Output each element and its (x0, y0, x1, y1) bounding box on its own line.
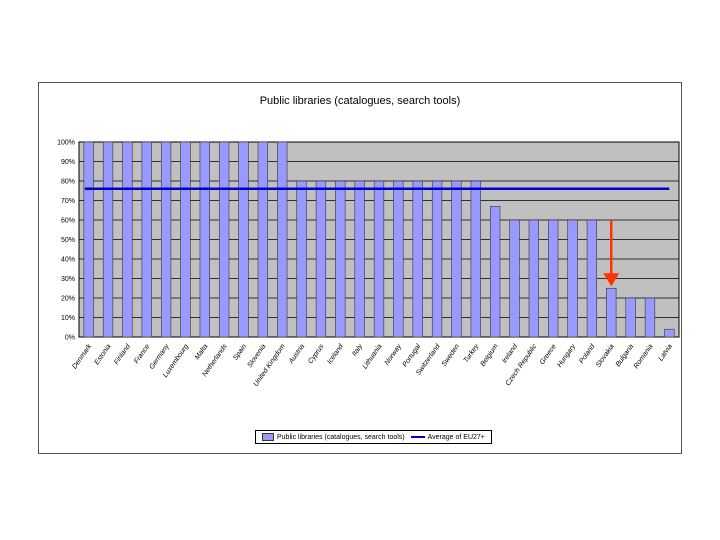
x-tick-label: Finland (113, 342, 133, 366)
x-tick-label: Italy (351, 343, 364, 358)
x-tick-label: Slovenia (246, 343, 267, 369)
legend-bar-swatch (262, 433, 274, 441)
x-tick-label: Greece (539, 343, 558, 366)
x-tick-label: Iceland (326, 342, 345, 365)
chart-canvas: 0% 10% 20% 30% 40% 50% 60% 70% 80% 90% 100% Denmar… (57, 140, 680, 388)
bar (315, 180, 327, 338)
bar (393, 180, 404, 338)
y-tick-label: 30% (61, 276, 75, 283)
highlight-arrow-group (603, 220, 620, 287)
bar (644, 297, 656, 338)
chart-frame: Public libraries (catalogues, search too… (38, 82, 682, 454)
bar (625, 297, 636, 338)
x-tick-label: France (133, 343, 151, 365)
x-tick-label: Poland (578, 342, 597, 365)
y-axis-ticks: 0% 10% 20% 30% 40% 50% 60% 70% 80% 90% 100% (57, 140, 75, 342)
x-tick-label: Portugal (402, 343, 423, 369)
x-tick-label: Norway (384, 343, 404, 367)
bar (219, 141, 230, 338)
x-tick-label: Belgium (480, 343, 500, 368)
x-tick-label: Hungary (556, 343, 577, 369)
legend-item-average: Average of EU27+ (410, 433, 485, 441)
bar (412, 180, 423, 338)
y-tick-label: 60% (61, 218, 75, 225)
bar (431, 180, 443, 338)
y-tick-label: 80% (61, 179, 75, 186)
legend-bar-label: Public libraries (catalogues, search too… (277, 433, 405, 441)
bar (122, 141, 133, 338)
y-tick-label: 90% (61, 159, 75, 166)
x-tick-label: Austria (287, 343, 306, 366)
bar (238, 141, 249, 338)
x-tick-label: Cyprus (307, 343, 326, 366)
x-tick-label: Denmark (71, 343, 93, 371)
bar (664, 328, 675, 338)
y-tick-label: 10% (61, 315, 75, 322)
bar (141, 141, 152, 338)
bar (102, 141, 114, 338)
x-tick-label: Sweden (441, 343, 461, 368)
x-tick-label: Latvia (658, 343, 675, 362)
y-tick-label: 20% (61, 296, 75, 303)
bar (296, 180, 307, 338)
y-tick-label: 50% (61, 237, 75, 244)
bar (160, 141, 172, 338)
bar (606, 287, 617, 338)
legend-line-swatch (410, 436, 425, 438)
bar (257, 141, 269, 338)
x-tick-label: Turkey (463, 343, 481, 365)
bar (451, 180, 462, 338)
y-tick-label: 70% (61, 198, 75, 205)
bar (567, 219, 578, 338)
bars (83, 141, 675, 338)
x-tick-label: Lithuania (362, 343, 384, 370)
bar (373, 180, 385, 338)
bar (586, 219, 598, 338)
x-tick-label: Spain (232, 343, 248, 362)
x-axis-labels: Denmark Estonia Finland FranceGermanyLuxemb… (71, 342, 674, 388)
bar (470, 180, 481, 338)
bar (180, 141, 191, 338)
y-tick-label: 100% (57, 140, 75, 147)
bar (354, 180, 365, 338)
bar (509, 219, 520, 338)
x-tick-label: Estonia (94, 343, 113, 366)
x-tick-label: Ireland (501, 342, 520, 364)
bar (83, 141, 94, 338)
bar (489, 206, 501, 338)
bar (199, 141, 210, 338)
y-tick-label: 0% (65, 335, 75, 342)
legend: Public libraries (catalogues, search too… (255, 430, 492, 444)
x-tick-label: Malta (194, 343, 210, 361)
bar (528, 219, 539, 338)
x-tick-label: Romania (633, 343, 655, 370)
chart-title: Public libraries (catalogues, search too… (259, 95, 461, 107)
legend-item-bars: Public libraries (catalogues, search too… (262, 433, 405, 441)
bar (277, 141, 288, 338)
x-tick-label: Slovakia (595, 343, 616, 369)
x-tick-label: Bulgaria (615, 343, 636, 368)
bar (548, 219, 559, 338)
highlight-arrow-head (603, 273, 620, 287)
y-tick-label: 40% (61, 257, 75, 264)
legend-line-label: Average of EU27+ (427, 433, 485, 441)
bar (335, 180, 346, 338)
